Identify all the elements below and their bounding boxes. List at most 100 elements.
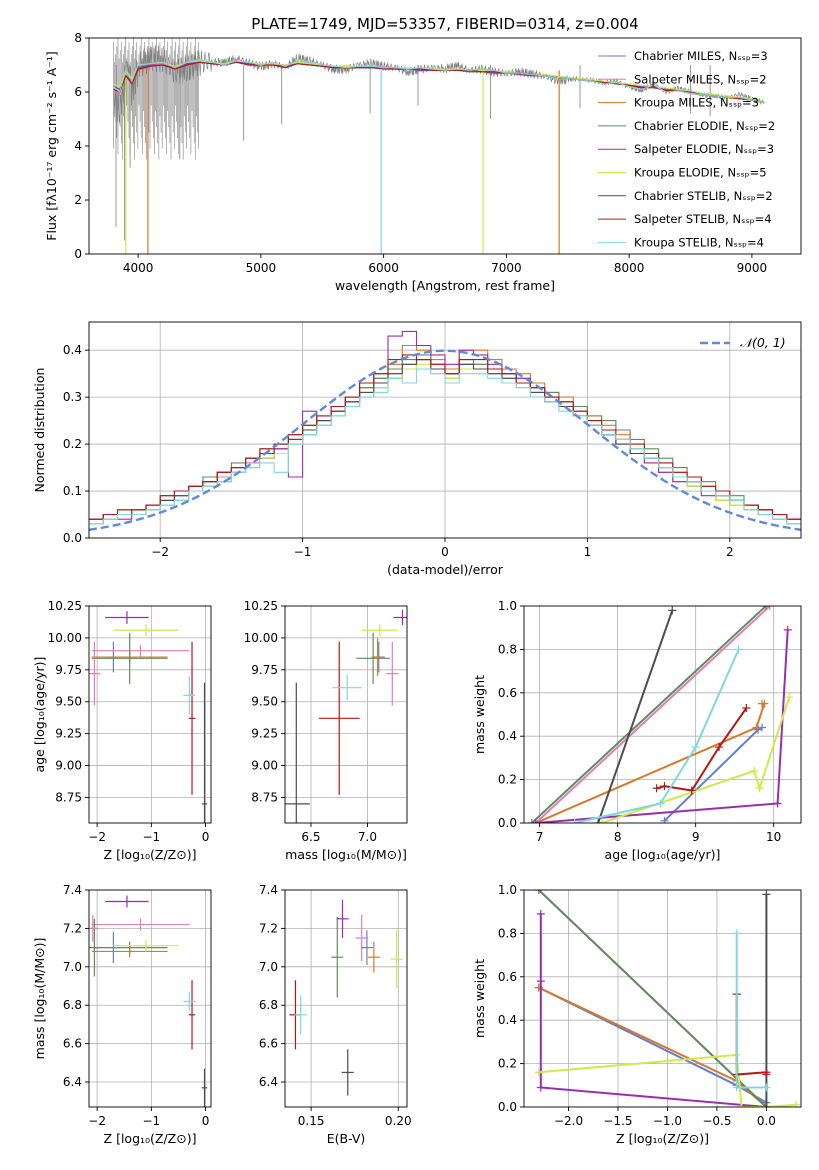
x-tick-label: −1 <box>143 830 161 844</box>
weight-line <box>539 913 767 1107</box>
plot-area <box>285 606 407 823</box>
y-tick-label: 0.2 <box>498 1057 517 1071</box>
axes-frame <box>523 889 802 1108</box>
y-axis-label: age [log₁₀(age/yr)] <box>32 657 47 773</box>
y-axis-label: mass weight <box>472 959 487 1038</box>
y-tick-label: 0.1 <box>63 484 82 498</box>
y-tick-label: 7.0 <box>259 960 278 974</box>
legend-label: Salpeter STELIB, Nₛₛₚ=4 <box>634 212 772 226</box>
weight-marker <box>792 1100 801 1107</box>
y-tick-label: 7.2 <box>259 921 278 935</box>
legend-label: Chabrier MILES, Nₛₛₚ=3 <box>634 49 768 63</box>
chart-mass-vs-EBV: 0.15 0.20 6.4 6.6 6.8 7.0 7.2 7.4 E(B-V) <box>259 883 412 1146</box>
x-tick-label: 0 <box>441 545 449 559</box>
weight-marker <box>598 819 607 823</box>
chart-mass-vs-Z: −2 −1 0 6.4 6.6 6.8 7.0 7.2 7.4 Z [log₁₀(Z/Z⊙)] ma… <box>32 883 212 1146</box>
weight-marker <box>732 929 741 938</box>
observed-spectrum <box>113 45 765 125</box>
x-tick-label: 9000 <box>737 261 768 275</box>
y-tick-label: 8.75 <box>55 790 82 804</box>
weight-marker <box>531 819 540 823</box>
weight-line <box>735 994 768 1076</box>
weight-marker <box>570 819 579 823</box>
weight-marker <box>668 606 677 615</box>
weight-line <box>535 629 789 823</box>
y-tick-label: 0.4 <box>498 1013 517 1027</box>
weight-marker <box>783 625 792 634</box>
weight-marker <box>660 816 669 823</box>
x-tick-label: 6000 <box>368 261 399 275</box>
model-spectrum-line <box>113 59 765 104</box>
axes-frame <box>88 605 212 824</box>
legend-label: Salpeter MILES, Nₛₛₚ=2 <box>634 72 767 86</box>
plot-area <box>89 322 801 538</box>
x-tick-label: −1.5 <box>603 1114 632 1128</box>
y-axis-label: mass weight <box>472 675 487 754</box>
weight-marker <box>762 1103 771 1107</box>
x-tick-label: 0 <box>202 830 210 844</box>
chart-title: PLATE=1749, MJD=53357, FIBERID=0314, z=0… <box>251 15 638 33</box>
weight-marker <box>750 766 759 775</box>
x-axis-label: Z [log₁₀(Z/Z⊙)] <box>104 847 197 862</box>
plot-area <box>524 606 801 823</box>
x-tick-label: 6.5 <box>301 830 320 844</box>
x-tick-label: 7 <box>536 830 544 844</box>
legend: Chabrier MILES, Nₛₛₚ=3 Salpeter MILES, Nₛ… <box>598 49 775 249</box>
weight-marker <box>755 784 764 793</box>
weight-marker <box>660 782 669 791</box>
y-tick-label: 0.3 <box>63 390 82 404</box>
x-tick-label: 8000 <box>614 261 645 275</box>
chart-weight-vs-Z: −2.0 −1.5 −1.0 −0.5 0.0 0.0 0.2 0.4 0.6 0.8 1.0 Z [… <box>472 883 802 1146</box>
weight-marker <box>773 799 782 808</box>
x-tick-label: 9 <box>692 830 700 844</box>
y-tick-label: 6.6 <box>63 1037 82 1051</box>
plot-area <box>89 890 211 1107</box>
weight-line <box>538 890 768 1107</box>
weight-marker <box>534 890 543 894</box>
y-tick-label: 4 <box>74 139 82 153</box>
weight-line <box>531 606 767 823</box>
plot-area <box>524 890 801 1107</box>
x-tick-label: 4000 <box>123 261 154 275</box>
y-tick-label: 1.0 <box>498 883 517 897</box>
x-axis-label: Z [log₁₀(Z/Z⊙)] <box>104 1131 197 1146</box>
chart-age-vs-mass: 6.5 7.0 8.75 9.00 9.25 9.50 9.75 10.00 10.25 mass… <box>244 599 408 862</box>
weight-marker <box>734 645 743 654</box>
weight-line <box>735 933 767 1089</box>
weight-marker <box>534 1068 543 1077</box>
chart-age-vs-Z: −2 −1 0 8.75 9.00 9.25 9.50 9.75 10.00 10.25 Z [lo… <box>32 599 212 862</box>
weight-marker <box>765 606 774 610</box>
y-tick-label: 0.2 <box>498 773 517 787</box>
weight-marker <box>656 799 665 808</box>
x-tick-label: −0.5 <box>702 1114 731 1128</box>
legend-label: Salpeter ELODIE, Nₛₛₚ=3 <box>634 142 774 156</box>
y-tick-label: 0.0 <box>63 531 82 545</box>
weight-marker <box>536 909 545 918</box>
weight-marker <box>732 1083 741 1092</box>
y-tick-label: 8 <box>74 31 82 45</box>
y-tick-label: 9.50 <box>55 695 82 709</box>
legend-label: Chabrier STELIB, Nₛₛₚ=2 <box>634 189 773 203</box>
y-tick-label: 0.8 <box>498 642 517 656</box>
x-tick-label: 8 <box>614 830 622 844</box>
x-tick-label: −1.0 <box>653 1114 682 1128</box>
axes-frame <box>88 889 212 1108</box>
chart-weight-vs-age: 7 8 9 10 0.0 0.2 0.4 0.6 0.8 1.0 age [log₁₀(age/yr… <box>472 599 802 862</box>
x-tick-label: 2 <box>726 545 734 559</box>
y-tick-label: 6.6 <box>259 1037 278 1051</box>
y-tick-label: 0.2 <box>63 437 82 451</box>
weight-line <box>601 696 791 823</box>
legend-label: Kroupa MILES, Nₛₛₚ=3 <box>634 96 759 110</box>
y-tick-label: 9.75 <box>55 663 82 677</box>
chart-histogram: 𝒩(0, 1) −2 −1 0 1 2 0.0 0.1 0.2 0.3 0.4 (data-model… <box>32 321 802 577</box>
x-tick-label: 7000 <box>491 261 522 275</box>
axes-frame <box>523 605 802 824</box>
x-tick-label: −2.0 <box>554 1114 583 1128</box>
y-tick-label: 6.4 <box>259 1075 278 1089</box>
y-tick-label: 9.75 <box>251 663 278 677</box>
plot-area <box>113 38 765 254</box>
x-tick-label: −2 <box>88 830 106 844</box>
y-tick-label: 9.00 <box>251 759 278 773</box>
y-tick-label: 0.6 <box>498 686 517 700</box>
x-tick-label: 0.20 <box>385 1114 412 1128</box>
